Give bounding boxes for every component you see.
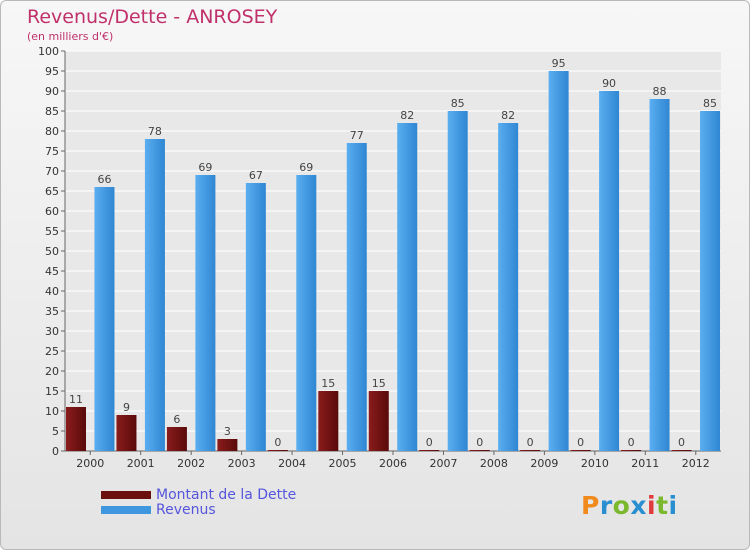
legend-swatch-revenus — [101, 506, 151, 514]
data-label-dette: 9 — [123, 401, 130, 414]
y-tick-label: 90 — [45, 85, 59, 98]
x-tick-label: 2010 — [581, 457, 609, 470]
bar-revenus — [195, 175, 216, 451]
data-label-dette: 0 — [426, 436, 433, 449]
chart-subtitle: (en milliers d'€) — [27, 30, 114, 43]
data-label-revenus: 78 — [148, 125, 162, 138]
data-label-revenus: 90 — [602, 77, 616, 90]
bar-dette — [116, 415, 137, 451]
data-label-dette: 11 — [69, 393, 83, 406]
bar-revenus — [548, 71, 569, 451]
data-label-dette: 3 — [224, 425, 231, 438]
y-tick-label: 25 — [45, 345, 59, 358]
bar-dette — [570, 450, 591, 451]
data-label-revenus: 67 — [249, 169, 263, 182]
x-tick-label: 2008 — [480, 457, 508, 470]
y-tick-label: 0 — [52, 445, 59, 458]
data-label-dette: 15 — [321, 377, 335, 390]
y-tick-label: 35 — [45, 305, 59, 318]
data-label-revenus: 77 — [350, 129, 364, 142]
y-tick-label: 95 — [45, 65, 59, 78]
y-tick-label: 10 — [45, 405, 59, 418]
data-label-revenus: 88 — [653, 85, 667, 98]
bar-dette — [671, 450, 692, 451]
data-label-revenus: 95 — [552, 57, 566, 70]
bar-dette — [166, 427, 187, 451]
legend-swatch-dette — [101, 491, 151, 499]
y-tick-label: 5 — [52, 425, 59, 438]
bar-revenus — [245, 183, 266, 451]
y-tick-label: 100 — [38, 45, 59, 58]
legend-label-revenus: Revenus — [156, 502, 216, 518]
bar-revenus — [700, 111, 720, 451]
x-tick-label: 2007 — [429, 457, 457, 470]
x-tick-label: 2006 — [379, 457, 407, 470]
y-tick-label: 85 — [45, 105, 59, 118]
data-label-revenus: 82 — [501, 109, 515, 122]
y-tick-label: 30 — [45, 325, 59, 338]
bar-dette — [419, 450, 440, 451]
bar-revenus — [296, 175, 317, 451]
y-tick-label: 70 — [45, 165, 59, 178]
y-tick-label: 65 — [45, 185, 59, 198]
data-label-dette: 0 — [577, 436, 584, 449]
x-tick-label: 2012 — [682, 457, 710, 470]
y-tick-label: 60 — [45, 205, 59, 218]
y-tick-label: 50 — [45, 245, 59, 258]
bar-dette — [469, 450, 490, 451]
bar-dette — [66, 407, 86, 451]
bar-dette — [217, 439, 238, 451]
x-tick-label: 2003 — [228, 457, 256, 470]
x-tick-label: 2000 — [76, 457, 104, 470]
y-tick-label: 15 — [45, 385, 59, 398]
data-label-dette: 0 — [274, 436, 281, 449]
x-tick-label: 2005 — [329, 457, 357, 470]
data-label-dette: 6 — [173, 413, 180, 426]
bar-dette — [318, 391, 339, 451]
x-tick-label: 2011 — [631, 457, 659, 470]
data-label-revenus: 82 — [400, 109, 414, 122]
bar-dette — [621, 450, 642, 451]
data-label-dette: 15 — [372, 377, 386, 390]
chart-title: Revenus/Dette - ANROSEY — [27, 6, 278, 28]
bar-revenus — [346, 143, 367, 451]
bar-revenus — [649, 99, 670, 451]
y-tick-label: 45 — [45, 265, 59, 278]
bar-revenus — [599, 91, 620, 451]
x-tick-label: 2002 — [177, 457, 205, 470]
bar-revenus — [144, 139, 165, 451]
legend-label-dette: Montant de la Dette — [156, 487, 297, 503]
x-tick-label: 2009 — [530, 457, 558, 470]
bar-revenus — [94, 187, 115, 451]
proxiti-logo: Proxiti — [581, 491, 678, 520]
data-label-dette: 0 — [678, 436, 685, 449]
y-tick-label: 55 — [45, 225, 59, 238]
x-tick-label: 2004 — [278, 457, 306, 470]
bar-dette — [520, 450, 541, 451]
bar-dette — [368, 391, 389, 451]
y-tick-label: 20 — [45, 365, 59, 378]
y-tick-label: 40 — [45, 285, 59, 298]
data-label-dette: 0 — [476, 436, 483, 449]
data-label-revenus: 85 — [451, 97, 465, 110]
data-label-revenus: 66 — [97, 173, 111, 186]
data-label-revenus: 69 — [299, 161, 313, 174]
data-label-revenus: 85 — [703, 97, 717, 110]
y-tick-label: 80 — [45, 125, 59, 138]
data-label-revenus: 69 — [198, 161, 212, 174]
data-label-dette: 0 — [628, 436, 635, 449]
bar-revenus — [447, 111, 468, 451]
y-tick-label: 75 — [45, 145, 59, 158]
data-label-dette: 0 — [527, 436, 534, 449]
x-tick-label: 2001 — [127, 457, 155, 470]
bar-revenus — [498, 123, 519, 451]
bar-dette — [267, 450, 288, 451]
bar-revenus — [397, 123, 418, 451]
